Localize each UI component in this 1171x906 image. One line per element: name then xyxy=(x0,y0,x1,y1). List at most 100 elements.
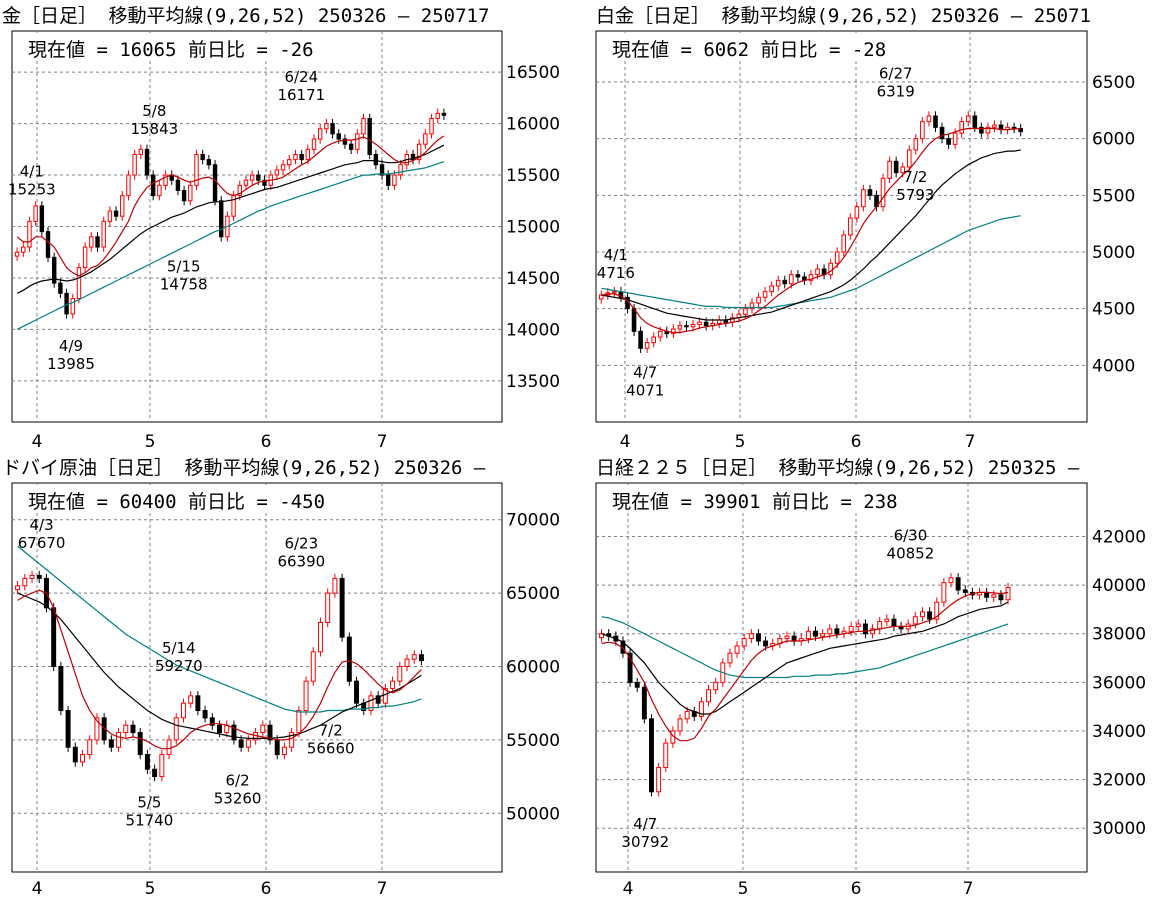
chart-title: ドバイ原油［日足］ 移動平均線(9,26,52) 250326 – xyxy=(2,457,486,479)
candle-body xyxy=(411,654,417,660)
plot-frame xyxy=(11,482,503,873)
candle-body xyxy=(33,205,38,222)
y-tick-label: 36000 xyxy=(1092,673,1146,693)
candle-body xyxy=(80,754,85,763)
candle-body xyxy=(734,645,740,654)
candle-body xyxy=(346,636,352,682)
candle-body xyxy=(933,115,938,128)
candle-body xyxy=(789,274,794,285)
candle-body xyxy=(965,115,971,123)
current-value-info: 現在値 = 6062 前日比 = -28 xyxy=(612,39,886,61)
candle-body xyxy=(126,174,131,197)
candle-body xyxy=(634,681,640,688)
candle-body xyxy=(280,164,286,171)
candle-body xyxy=(289,732,295,748)
candle-body xyxy=(656,766,662,793)
candle-body xyxy=(784,635,790,640)
candle-body xyxy=(638,330,643,349)
candle-body xyxy=(769,285,774,293)
candle-body xyxy=(887,160,892,179)
x-month-label: 4 xyxy=(623,879,634,899)
candle-body xyxy=(820,633,826,637)
candle-body xyxy=(281,746,287,756)
candle-body xyxy=(763,640,769,647)
x-month-label: 4 xyxy=(32,879,43,899)
candle-body xyxy=(212,164,218,202)
annotation-value: 66390 xyxy=(277,553,325,571)
candle-body xyxy=(913,138,919,151)
candle-body xyxy=(159,754,165,778)
candle-body xyxy=(368,695,374,712)
candle-body xyxy=(834,628,840,635)
candle-body xyxy=(175,179,181,191)
candle-body xyxy=(877,621,883,630)
candle-body xyxy=(231,724,237,741)
candle-body xyxy=(324,123,329,130)
candle-body xyxy=(27,220,32,248)
info-box xyxy=(18,33,378,61)
y-tick-label: 50000 xyxy=(506,804,560,824)
y-tick-label: 4500 xyxy=(1092,300,1135,320)
x-month-label: 5 xyxy=(145,879,156,899)
info-box xyxy=(18,485,378,513)
candle-body xyxy=(782,279,788,285)
candle-body xyxy=(848,625,854,632)
current-value-info: 現在値 = 39901 前日比 = 238 xyxy=(612,491,898,513)
x-month-label: 5 xyxy=(735,432,746,452)
candle-body xyxy=(791,635,797,642)
candle-body xyxy=(29,574,35,579)
annotation-value: 15253 xyxy=(8,180,56,198)
candle-body xyxy=(390,680,396,690)
candle-body xyxy=(361,117,366,135)
annotation-date: 4/7 xyxy=(633,815,657,833)
ma9-line xyxy=(601,591,1009,742)
candle-body xyxy=(144,148,150,176)
candle-body xyxy=(219,200,224,238)
candle-body xyxy=(920,611,925,618)
candle-body xyxy=(163,174,168,186)
candle-body xyxy=(132,153,137,176)
candle-body xyxy=(1011,126,1017,129)
candle-body xyxy=(1005,587,1011,601)
y-tick-label: 65000 xyxy=(506,584,560,604)
annotation-date: 4/1 xyxy=(604,246,628,264)
candle-body xyxy=(256,174,261,181)
candle-body xyxy=(21,246,26,253)
annotation-value: 4071 xyxy=(626,381,664,399)
candle-body xyxy=(416,143,422,161)
candle-body xyxy=(188,695,194,704)
candle-body xyxy=(855,623,861,627)
candle-body xyxy=(237,184,242,197)
candle-body xyxy=(992,124,997,128)
chart-title: 日経２２５［日足］ 移動平均線(9,26,52) 250325 – xyxy=(596,457,1080,479)
candle-body xyxy=(95,236,100,248)
ma52-line xyxy=(16,161,445,330)
candle-body xyxy=(713,681,719,691)
candle-body xyxy=(862,623,868,635)
x-month-label: 6 xyxy=(851,879,862,899)
candle-body xyxy=(808,274,814,281)
annotation-date: 6/23 xyxy=(284,535,318,553)
annotation-date: 4/9 xyxy=(59,337,83,355)
candle-body xyxy=(82,246,88,269)
chart-panel-0: 金［日足］ 移動平均線(9,26,52) 250326 – 250717 1350… xyxy=(2,5,560,452)
candle-body xyxy=(180,702,186,719)
candle-body xyxy=(249,174,255,181)
candle-body xyxy=(657,330,663,338)
candle-body xyxy=(386,174,391,186)
candle-body xyxy=(200,153,205,161)
candle-body xyxy=(727,652,733,664)
candle-body xyxy=(690,324,696,328)
candle-body xyxy=(150,174,156,197)
candle-body xyxy=(684,325,689,328)
annotation-value: 5793 xyxy=(896,186,934,204)
candles xyxy=(14,108,447,319)
annotation-date: 6/2 xyxy=(226,771,250,789)
candle-body xyxy=(927,611,933,620)
annotation-value: 15843 xyxy=(130,120,178,138)
candle-body xyxy=(410,153,416,161)
candle-body xyxy=(303,680,309,712)
candle-body xyxy=(194,153,199,186)
candle-body xyxy=(743,308,748,315)
candle-body xyxy=(861,189,866,208)
